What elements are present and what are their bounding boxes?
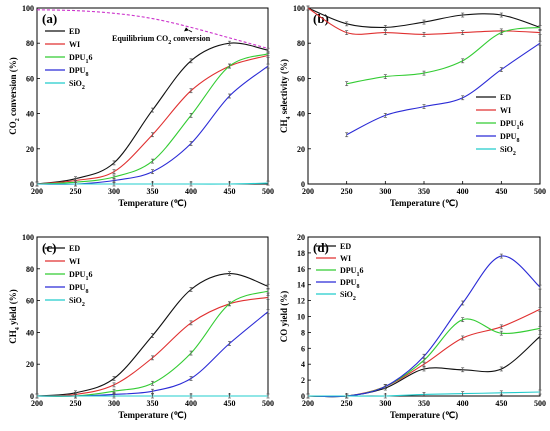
legend-label-WI: WI [340, 254, 351, 263]
y-tick-label: 16 [297, 265, 305, 274]
y-tick-label: 100 [22, 233, 34, 242]
x-tick-label: 450 [224, 399, 236, 408]
y-axis-label: CO2 conversion (%) [8, 57, 21, 135]
y-tick-label: 40 [297, 110, 305, 119]
y-tick-label: 80 [26, 265, 34, 274]
legend-label-WI: WI [69, 257, 80, 266]
legend-label-ED: ED [69, 27, 80, 36]
x-tick-label: 300 [379, 187, 391, 196]
x-axis-label: Temperature (℃) [118, 198, 186, 208]
legend-label-DPU16: DPU16 [500, 119, 523, 131]
series-line-DPU8 [346, 42, 541, 136]
y-tick-label: 8 [301, 328, 305, 337]
y-tick-label: 20 [297, 233, 305, 242]
y-tick-label: 100 [293, 4, 305, 13]
series-line-eq [36, 9, 269, 50]
legend-label-SiO2: SiO2 [340, 290, 356, 302]
y-tick-label: 40 [26, 328, 34, 337]
equilibrium-annotation: Equilibrium CO2 conversion [112, 34, 211, 46]
y-tick-label: 60 [26, 74, 34, 83]
x-tick-label: 400 [457, 399, 469, 408]
x-tick-label: 200 [31, 399, 43, 408]
panel-label: (a) [42, 11, 57, 26]
x-tick-label: 200 [302, 187, 314, 196]
x-tick-label: 400 [185, 187, 197, 196]
y-axis-label: CH4 yield (%) [8, 289, 21, 344]
x-tick-label: 500 [262, 399, 274, 408]
legend-label-WI: WI [69, 40, 80, 49]
y-tick-label: 60 [297, 74, 305, 83]
y-tick-label: 0 [301, 392, 305, 401]
legend-label-DPU8: DPU8 [69, 66, 88, 78]
x-tick-label: 250 [70, 399, 82, 408]
y-tick-label: 100 [22, 4, 34, 13]
y-axis-label: CH4 selectivity (%) [279, 59, 292, 133]
y-tick-label: 2 [301, 376, 305, 385]
legend-label-SiO2: SiO2 [69, 296, 85, 308]
y-tick-label: 20 [297, 145, 305, 154]
x-tick-label: 500 [534, 399, 546, 408]
series-line-DPU16 [36, 290, 269, 397]
legend-label-SiO2: SiO2 [69, 79, 85, 91]
y-tick-label: 0 [301, 180, 305, 189]
legend-label-DPU16: DPU16 [340, 266, 363, 278]
legend-label-DPU16: DPU16 [69, 270, 92, 282]
x-tick-label: 500 [262, 187, 274, 196]
x-tick-label: 450 [495, 399, 507, 408]
legend-label-ED: ED [69, 244, 80, 253]
y-tick-label: 12 [297, 297, 305, 306]
y-tick-label: 10 [297, 313, 305, 322]
x-tick-label: 350 [147, 187, 159, 196]
x-tick-label: 300 [108, 399, 120, 408]
y-tick-label: 80 [26, 39, 34, 48]
y-tick-label: 0 [30, 392, 34, 401]
annotation-arrowhead [184, 27, 189, 32]
y-tick-label: 6 [301, 344, 305, 353]
legend-label-WI: WI [500, 106, 511, 115]
annotation-arrow [188, 30, 193, 33]
y-tick-label: 4 [301, 360, 305, 369]
legend-label-DPU8: DPU8 [340, 278, 359, 290]
legend-label-SiO2: SiO2 [500, 145, 516, 157]
y-tick-label: 60 [26, 297, 34, 306]
series-line-WI [307, 308, 541, 398]
legend-label-DPU8: DPU8 [500, 132, 519, 144]
x-tick-label: 350 [418, 187, 430, 196]
y-tick-label: 80 [297, 39, 305, 48]
legend-label-DPU16: DPU16 [69, 53, 92, 65]
y-tick-label: 20 [26, 360, 34, 369]
x-tick-label: 250 [341, 187, 353, 196]
x-tick-label: 400 [185, 399, 197, 408]
y-tick-label: 14 [297, 281, 305, 290]
y-tick-label: 40 [26, 110, 34, 119]
y-tick-label: 0 [30, 180, 34, 189]
x-tick-label: 350 [147, 399, 159, 408]
panel-label: (d) [313, 240, 329, 255]
x-tick-label: 300 [379, 399, 391, 408]
x-tick-label: 450 [224, 187, 236, 196]
x-tick-label: 250 [341, 399, 353, 408]
x-tick-label: 200 [31, 187, 43, 196]
x-tick-label: 250 [70, 187, 82, 196]
x-tick-label: 350 [418, 399, 430, 408]
y-axis-label: CO yield (%) [279, 291, 289, 343]
x-axis-label: Temperature (℃) [390, 410, 458, 420]
x-tick-label: 300 [108, 187, 120, 196]
legend-label-ED: ED [340, 242, 351, 251]
x-tick-label: 200 [302, 399, 314, 408]
y-tick-label: 20 [26, 145, 34, 154]
legend-label-ED: ED [500, 93, 511, 102]
x-axis-label: Temperature (℃) [390, 198, 458, 208]
x-tick-label: 400 [457, 187, 469, 196]
series-line-DPU16 [346, 26, 541, 85]
x-tick-label: 500 [534, 187, 546, 196]
series-line-ED [307, 7, 541, 29]
x-tick-label: 450 [495, 187, 507, 196]
y-tick-label: 18 [297, 249, 305, 258]
x-axis-label: Temperature (℃) [118, 410, 186, 420]
legend-label-DPU8: DPU8 [69, 283, 88, 295]
